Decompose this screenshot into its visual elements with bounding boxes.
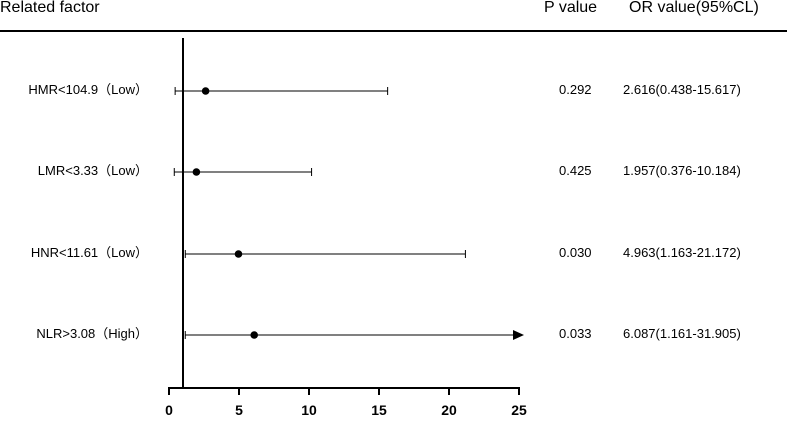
header-or-value: OR value(95%CL) [629, 0, 759, 16]
row-p-value: 0.425 [559, 163, 592, 178]
row-factor-label: HMR<104.9（Low） [28, 82, 148, 97]
x-tick-label: 15 [371, 402, 387, 418]
header-rule [0, 30, 787, 32]
row-p-value: 0.033 [559, 326, 592, 341]
row-p-value: 0.292 [559, 82, 592, 97]
x-tick-label: 5 [235, 402, 243, 418]
header-related-factor: Related factor [0, 0, 100, 16]
or-point [192, 168, 201, 176]
row-or-value: 6.087(1.161-31.905) [623, 326, 741, 341]
or-point [234, 250, 243, 258]
x-tick-label: 10 [301, 402, 317, 418]
x-tick-label: 20 [441, 402, 457, 418]
x-tick-label: 25 [511, 402, 527, 418]
ci-arrow [513, 330, 524, 340]
row-p-value: 0.030 [559, 245, 592, 260]
or-point [250, 331, 259, 339]
row-or-value: 2.616(0.438-15.617) [623, 82, 741, 97]
row-or-value: 1.957(0.376-10.184) [623, 163, 741, 178]
row-factor-label: LMR<3.33（Low） [37, 163, 148, 178]
header-p-value: P value [544, 0, 598, 16]
or-point [201, 87, 210, 95]
row-or-value: 4.963(1.163-21.172) [623, 245, 741, 260]
x-tick-label: 0 [165, 402, 173, 418]
row-factor-label: NLR>3.08（High） [36, 326, 148, 341]
row-factor-label: HNR<11.61（Low） [30, 245, 148, 260]
